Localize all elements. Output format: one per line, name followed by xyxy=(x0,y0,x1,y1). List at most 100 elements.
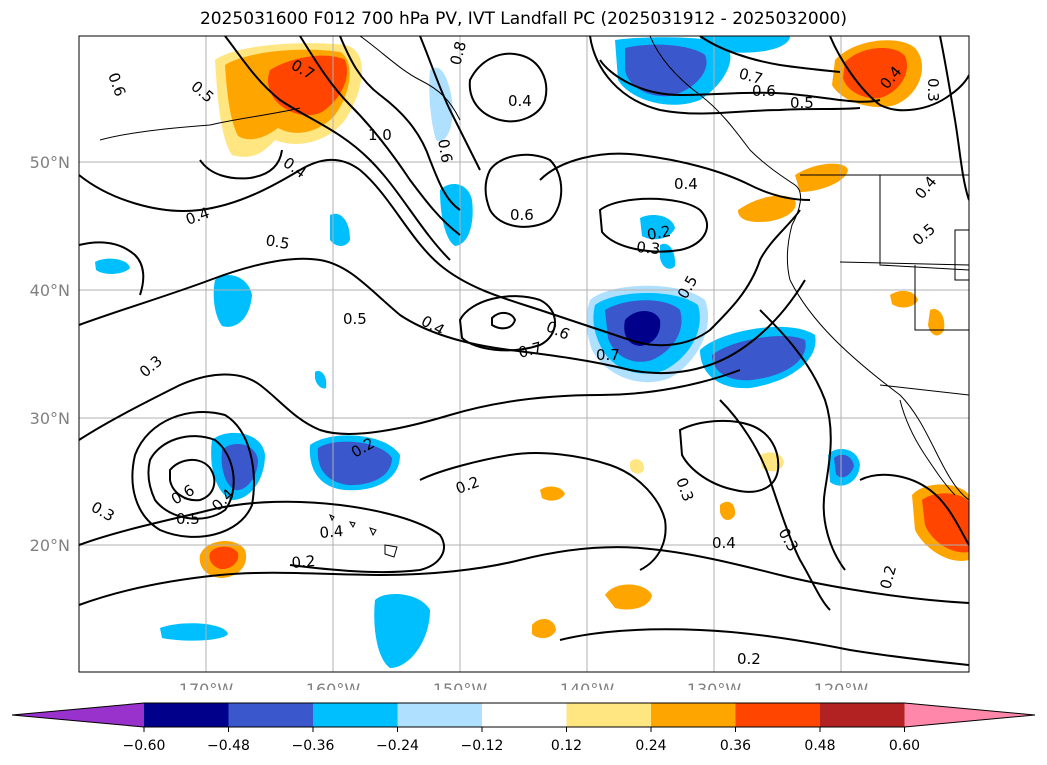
anomaly-patch-mid-navy xyxy=(624,311,661,346)
pv-contour-1 xyxy=(79,158,801,347)
colorbar-tick-label: −0.36 xyxy=(292,738,335,754)
pv-contour-18 xyxy=(599,59,881,103)
colorbar-tick-label: 0.48 xyxy=(804,738,835,754)
anomaly-patch-s-lightcyan xyxy=(160,623,228,641)
lat-label-20n: 20°N xyxy=(30,536,70,555)
pv-contour-25 xyxy=(419,452,667,571)
pv-contour-2 xyxy=(79,257,806,375)
pv-contour-8 xyxy=(131,410,255,538)
colorbar-tick-label: 0.36 xyxy=(720,738,751,754)
contour-label: 0.4 xyxy=(712,534,736,552)
colorbar-extend-left xyxy=(12,703,144,727)
anomaly-patch-w-cyan-4 xyxy=(330,213,350,246)
anomaly-patch-small-cyan-1 xyxy=(640,215,675,240)
contour-label: 0.8 xyxy=(446,39,470,67)
pv-contour-24 xyxy=(678,419,780,493)
pv-contour-4 xyxy=(79,500,445,574)
map-content: 0.6 0.5 0.7 0.8 0.7 0.6 0.5 0.4 0.3 0.4 … xyxy=(79,36,969,672)
pv-contour-22 xyxy=(829,36,969,112)
lon-label-160w: 160°W xyxy=(306,680,361,690)
lon-label-130w: 130°W xyxy=(687,680,742,690)
map-title: 2025031600 F012 700 hPa PV, IVT Landfall… xyxy=(199,9,847,29)
contour-label: 0.2 xyxy=(646,222,673,244)
colorbar-ticks xyxy=(143,727,905,732)
pv-contour-17 xyxy=(598,197,709,253)
border-us-mexico xyxy=(879,384,969,396)
contour-label: 0.6 xyxy=(510,206,534,224)
pv-contour-9 xyxy=(224,36,451,261)
colorbar-tick-label: 0.12 xyxy=(551,738,582,754)
pv-contour-20 xyxy=(699,36,841,73)
pv-contour-27 xyxy=(759,309,846,571)
lat-label-50n: 50°N xyxy=(30,153,70,172)
anomaly-patch-coast-orange-2 xyxy=(795,163,848,192)
pv-contour-14 xyxy=(484,153,563,228)
pv-contour-10 xyxy=(299,36,461,236)
coastline-hawaii xyxy=(329,513,398,558)
pv-contour-7 xyxy=(169,459,216,502)
colorbar-tick-label: −0.24 xyxy=(376,738,419,754)
contour-label: 0.7 xyxy=(596,346,620,364)
anomaly-patch-vert-cyan-2 xyxy=(429,67,453,141)
anomaly-patch-small-cyan-2 xyxy=(660,243,676,269)
pv-contours xyxy=(79,36,969,666)
anomaly-patch-small-orange-1 xyxy=(605,584,652,610)
pv-contour-15 xyxy=(458,295,556,352)
border-state-3 xyxy=(914,265,969,331)
coastline-alaska-bc xyxy=(649,36,802,281)
anomaly-patch-e-blue-2 xyxy=(834,454,854,478)
colorbar-outline xyxy=(11,702,1036,728)
pv-contour-31 xyxy=(79,241,145,296)
colorbar-tick-label: 0.60 xyxy=(889,738,920,754)
colorbar-segment xyxy=(820,703,905,727)
colorbar-tick-label: −0.48 xyxy=(207,738,250,754)
anomaly-patch-nw-red xyxy=(267,55,348,116)
contour-label: 0.4 xyxy=(508,92,532,110)
lon-label-140w: 140°W xyxy=(560,680,615,690)
pv-contour-29 xyxy=(559,628,969,666)
colorbar-tick-label: −0.12 xyxy=(461,738,504,754)
anomaly-patch-small-cyan-4 xyxy=(315,370,327,389)
coastline-aleutians xyxy=(99,107,301,141)
anomaly-patch-small-yellow-6 xyxy=(928,309,945,336)
contour-label: 0.2 xyxy=(737,650,761,668)
pv-contour-19 xyxy=(589,36,861,115)
contour-label: 0.7 xyxy=(737,64,765,88)
anomaly-patch-small-yellow-5 xyxy=(630,459,645,474)
pv-contour-3 xyxy=(79,369,741,441)
pv-contour-23 xyxy=(939,36,969,201)
anomaly-patch-se-red xyxy=(922,493,969,553)
contour-label: 0.3 xyxy=(636,238,661,258)
anomaly-patch-small-orange-2 xyxy=(890,290,918,308)
pv-contour-12 xyxy=(419,36,481,171)
anomaly-patch-c-blue xyxy=(317,441,392,486)
colorbar-segment xyxy=(313,703,398,727)
anomaly-patch-small-cyan-3 xyxy=(95,258,130,274)
colorbar-segment xyxy=(228,703,313,727)
coastlines xyxy=(99,36,969,558)
coastline-alaska-inner xyxy=(359,36,461,121)
longitude-labels: 170°W 160°W 150°W 140°W 130°W 120°W xyxy=(179,680,869,690)
anomaly-patch-coast-orange xyxy=(738,195,796,222)
pv-contour-6 xyxy=(147,435,235,520)
contour-label: 0.7 xyxy=(516,338,544,362)
latitude-labels: 50°N 40°N 30°N 20°N xyxy=(30,153,70,555)
coastline-west-coast xyxy=(789,279,969,501)
anomaly-patch-s-cyan xyxy=(374,594,430,668)
contour-label: 0.3 xyxy=(924,78,942,102)
anomaly-patch-w-blue xyxy=(221,444,258,491)
contour-label: 0.2 xyxy=(876,563,900,591)
colorbar-segment xyxy=(735,703,820,727)
pv-contour-5 xyxy=(79,546,969,606)
pv-ivt-map: 0.6 0.5 0.7 0.8 0.7 0.6 0.5 0.4 0.3 0.4 … xyxy=(30,35,970,690)
colorbar-extend-right xyxy=(904,703,1035,727)
pv-contour-11 xyxy=(339,36,461,211)
pv-contour-16 xyxy=(491,312,517,330)
anomaly-patch-e-blue xyxy=(712,335,806,381)
anomaly-patch-small-yellow-2 xyxy=(540,486,565,501)
contour-label: 0.2 xyxy=(291,552,316,572)
lon-label-120w: 120°W xyxy=(814,680,869,690)
anomaly-patch-small-yellow-3 xyxy=(532,618,556,639)
lat-label-40n: 40°N xyxy=(30,281,70,300)
border-state-1 xyxy=(879,175,969,271)
